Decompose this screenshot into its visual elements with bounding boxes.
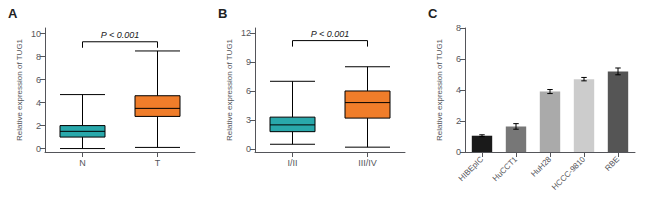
svg-text:P < 0.001: P < 0.001: [311, 29, 349, 39]
svg-text:HIBEpIC: HIBEpIC: [457, 155, 485, 183]
svg-text:4: 4: [36, 98, 41, 108]
svg-text:B: B: [218, 6, 227, 21]
svg-text:T: T: [155, 158, 161, 168]
svg-text:8: 8: [36, 52, 41, 62]
svg-text:8: 8: [456, 23, 461, 33]
svg-text:I/II: I/II: [287, 158, 297, 168]
svg-text:6: 6: [36, 75, 41, 85]
svg-text:2: 2: [456, 116, 461, 126]
svg-text:RBE: RBE: [603, 155, 621, 173]
svg-text:3: 3: [246, 115, 251, 125]
svg-text:C: C: [428, 6, 438, 21]
svg-text:A: A: [8, 6, 18, 21]
svg-text:6: 6: [456, 54, 461, 64]
svg-text:10: 10: [31, 29, 41, 39]
svg-text:4: 4: [456, 85, 461, 95]
svg-text:0: 0: [36, 144, 41, 154]
svg-text:Relative expression of TUG1: Relative expression of TUG1: [225, 38, 234, 141]
svg-text:0: 0: [456, 147, 461, 157]
svg-text:HuH28: HuH28: [529, 154, 553, 178]
svg-text:12: 12: [241, 28, 251, 38]
svg-text:Relative expression of TUG1: Relative expression of TUG1: [15, 38, 24, 141]
svg-text:HCCC-9810: HCCC-9810: [550, 154, 588, 192]
svg-text:6: 6: [246, 86, 251, 96]
svg-text:Relative expression of TUG1: Relative expression of TUG1: [435, 38, 444, 141]
svg-text:0: 0: [246, 144, 251, 154]
svg-text:9: 9: [246, 57, 251, 67]
svg-text:III/IV: III/IV: [358, 158, 377, 168]
svg-text:N: N: [79, 158, 86, 168]
svg-text:P < 0.001: P < 0.001: [101, 30, 139, 40]
svg-text:HuCCT1: HuCCT1: [491, 154, 520, 183]
svg-text:2: 2: [36, 121, 41, 131]
